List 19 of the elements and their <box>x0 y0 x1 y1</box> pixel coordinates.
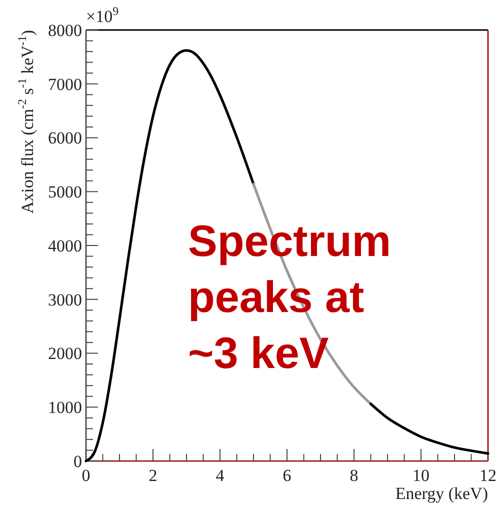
y-tick-label: 7000 <box>48 74 82 94</box>
x-tick-label: 2 <box>148 466 158 485</box>
y-tick-label: 0 <box>74 452 82 471</box>
x-tick-label: 8 <box>350 466 358 485</box>
y-tick-label: 3000 <box>48 290 82 310</box>
line-series <box>369 402 490 455</box>
annotation: Spectrum peaks at ~3 keV <box>188 217 391 378</box>
y-tick-label: 5000 <box>48 182 82 202</box>
y-tick-label: 2000 <box>48 344 82 364</box>
x-tick-label: 6 <box>282 466 292 485</box>
x-axis-title: Energy (keV) <box>395 484 488 503</box>
x-tick-label: 12 <box>480 466 496 485</box>
y-tick-label: 8000 <box>48 20 82 40</box>
text: ×10$^{9}$ <box>86 4 119 26</box>
y-tick-label: 6000 <box>48 128 82 148</box>
y-tick-label: 1000 <box>48 398 82 418</box>
x-tick-label: 10 <box>412 466 430 485</box>
y-tick-label: 4000 <box>48 236 82 256</box>
x-tick-label: 4 <box>216 466 225 485</box>
